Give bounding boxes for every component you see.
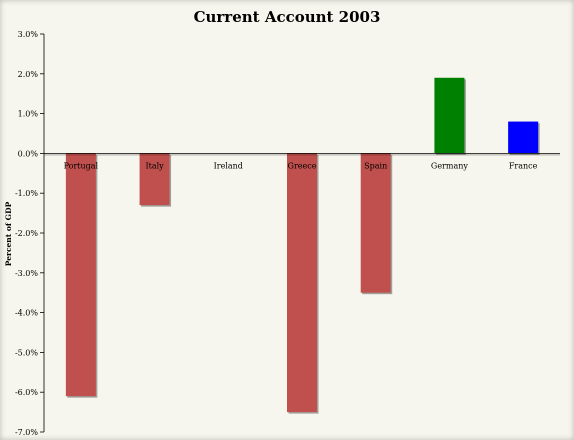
category-label: Italy [145,161,164,170]
category-label: Greece [288,161,317,170]
category-label: Germany [431,161,468,170]
y-tick-label: 3.0% [18,30,39,39]
y-tick-label: 1.0% [18,110,39,119]
bar-rect [65,153,96,397]
bar-italy [139,153,172,207]
chart-title: Current Account 2003 [194,8,381,26]
y-tick-label: 2.0% [18,70,39,79]
bar-spain [360,153,393,295]
y-tick-label: -2.0% [15,229,38,238]
y-tick-label: 0.0% [18,149,39,158]
category-label: Ireland [214,161,243,170]
category-label: Portugal [64,161,99,170]
bar-france [508,121,540,155]
y-tick-label: -6.0% [15,388,38,397]
bar-rect [360,153,391,293]
category-label: France [509,161,538,170]
bar-rect [287,153,317,413]
y-axis: 3.0% 2.0% 1.0% 0.0% -1.0% -2.0% -3.0% -4.0% -5.0… [15,30,45,437]
bar-rect [508,121,539,154]
bar-portugal [65,153,98,398]
bars [65,77,540,414]
bar-rect [139,153,170,206]
zero-line [44,152,560,156]
y-tick-label: -3.0% [15,269,38,278]
y-tick-label: -7.0% [15,428,38,437]
category-labels: Portugal Italy Ireland Greece Spain Germany Fr… [64,161,538,170]
bar-germany [434,77,466,155]
y-tick-label: -4.0% [15,309,38,318]
y-tick-label: -5.0% [15,348,38,357]
category-label: Spain [364,161,387,170]
y-axis-label: Percent of GDP [4,201,13,266]
y-tick-label: -1.0% [15,189,38,198]
bar-greece [287,153,319,414]
bar-rect [434,77,465,154]
